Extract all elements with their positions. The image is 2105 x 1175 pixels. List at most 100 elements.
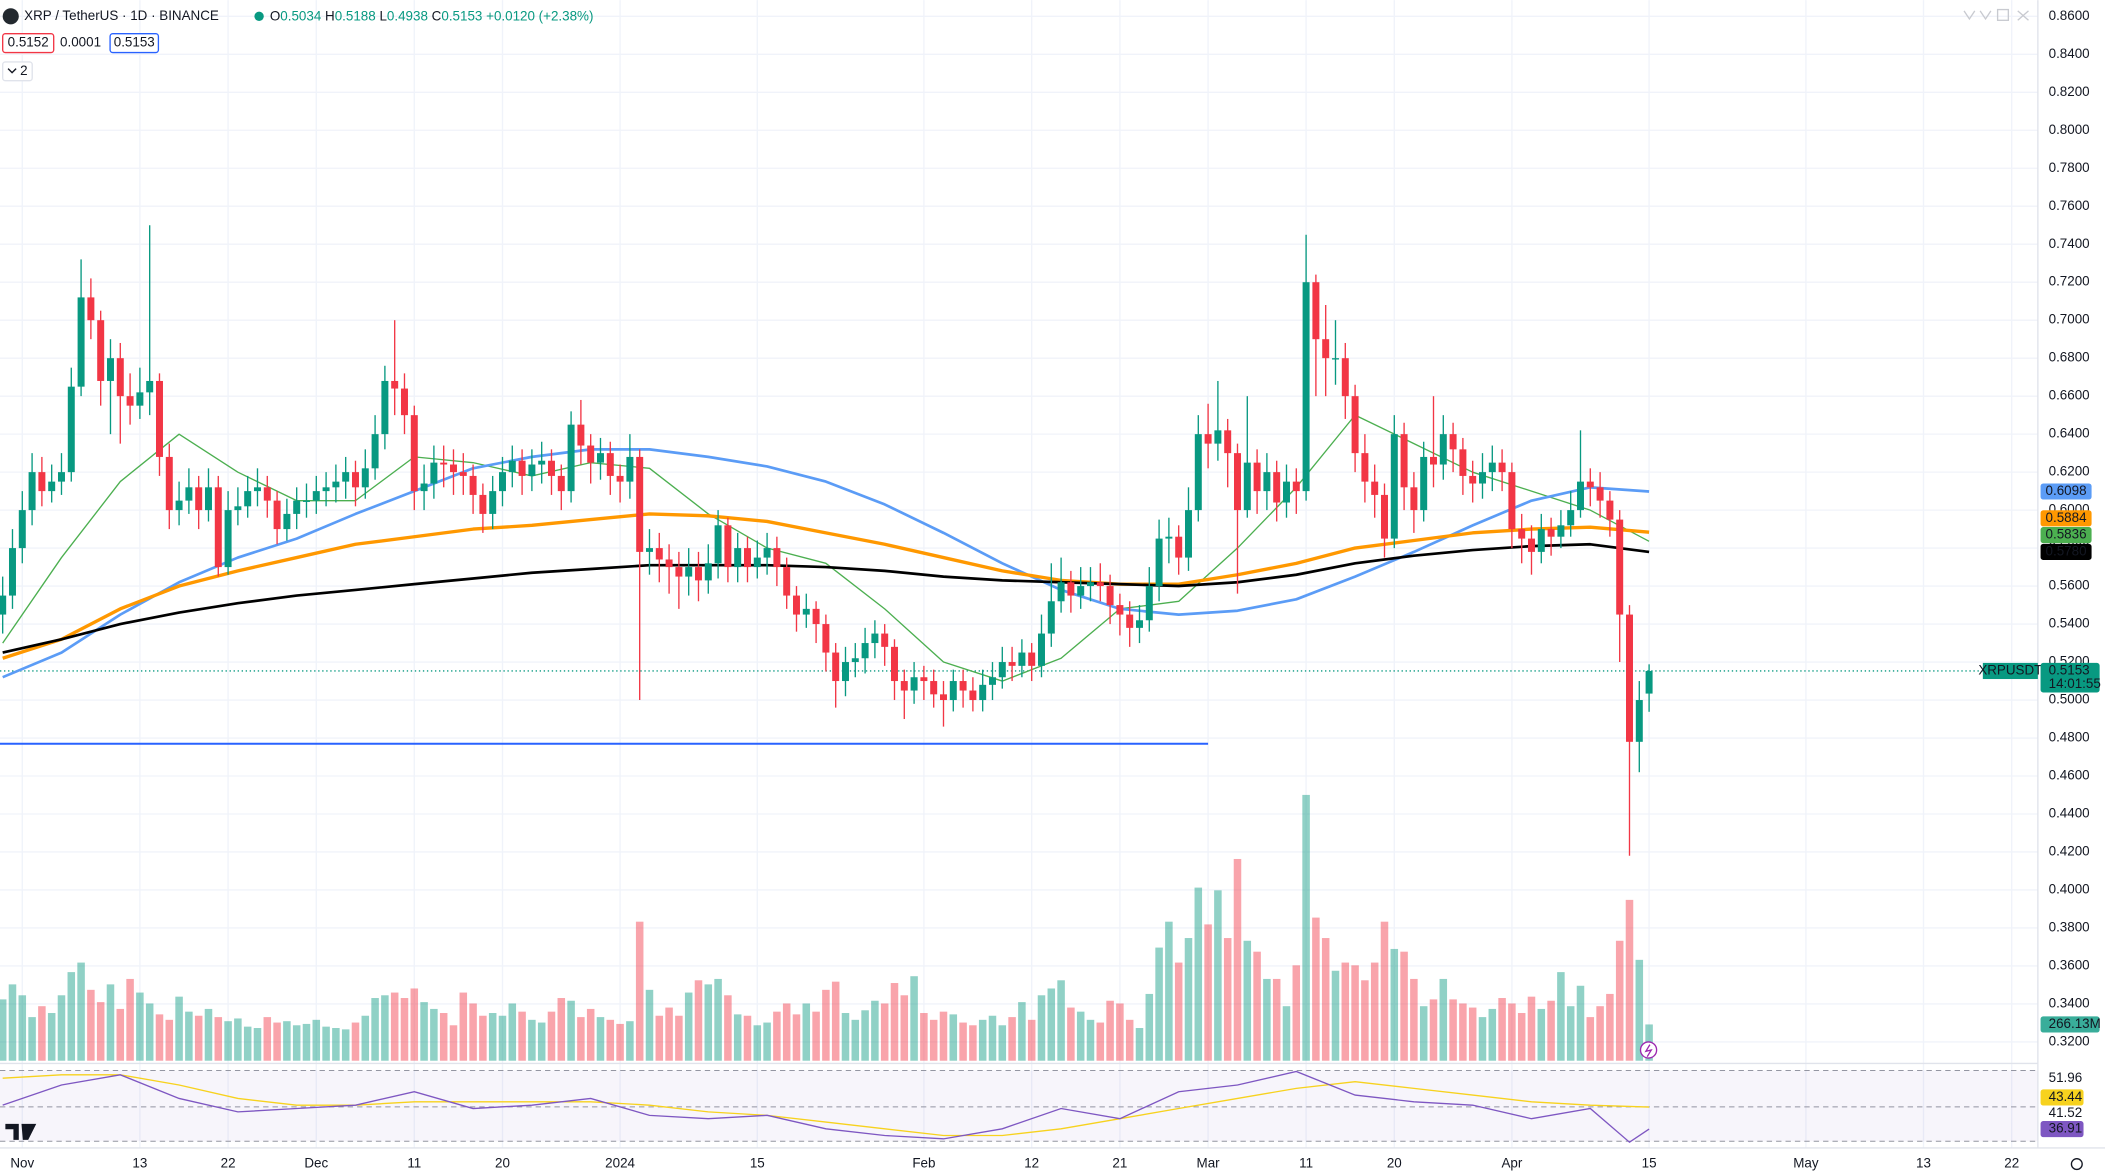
candle-body <box>704 563 712 581</box>
rsi-tag <box>2040 1121 2084 1138</box>
volume-bar <box>77 962 85 1061</box>
candle-body <box>18 510 26 549</box>
volume-bar <box>1292 965 1301 1061</box>
ohlc: O0.5034 H0.5188 L0.4938 C0.5153 +0.0120 … <box>270 8 594 23</box>
moving-average <box>2 542 1650 654</box>
candle-body <box>1459 449 1467 476</box>
candle-body <box>577 424 585 446</box>
volume-bar <box>1272 978 1281 1061</box>
volume-bar <box>1018 1002 1026 1061</box>
ma-tag <box>2040 527 2092 544</box>
tv-logo <box>5 1123 37 1140</box>
volume-bar <box>243 1026 252 1061</box>
ask-box[interactable] <box>109 33 160 54</box>
icon[interactable] <box>1996 8 2010 21</box>
volume-bar <box>1380 921 1389 1061</box>
candle-body <box>1087 582 1094 587</box>
ma-tag-label: 0.5836 <box>2046 527 2087 542</box>
candle-body <box>979 684 987 701</box>
volume-bar <box>606 1019 615 1061</box>
volume-bar <box>822 989 830 1061</box>
candle-body <box>665 559 673 568</box>
candle-body <box>1547 529 1555 537</box>
candle-body <box>900 681 908 691</box>
candle-body <box>312 491 320 501</box>
y-tick-label: 0.8200 <box>2049 84 2090 99</box>
candle-body <box>930 681 938 695</box>
volume-bar <box>312 1019 321 1061</box>
volume-bar <box>1351 965 1359 1061</box>
candle-body <box>881 633 889 647</box>
volume-bar <box>420 1002 428 1061</box>
volume-bar <box>1263 978 1271 1061</box>
candle-body <box>851 658 859 663</box>
volume-bar <box>28 1017 36 1061</box>
rsi-scale-label: 51.96 <box>2049 1070 2083 1085</box>
volume-bar <box>1253 951 1261 1061</box>
icon[interactable] <box>1979 10 1992 21</box>
candle-body <box>508 460 516 473</box>
volume-bar <box>1214 890 1222 1061</box>
candle-body <box>773 548 781 568</box>
volume-bar <box>459 992 468 1061</box>
candle-body <box>694 567 702 581</box>
rsi-band-fill <box>0 1070 2038 1142</box>
volume-bar <box>371 998 379 1061</box>
y-tick-label: 0.6600 <box>2049 388 2090 403</box>
candle-body <box>910 677 918 691</box>
volume-bar <box>1576 985 1585 1061</box>
volume-bar <box>1174 962 1183 1061</box>
candle-body <box>1518 529 1526 539</box>
ma-tag <box>2040 510 2092 527</box>
candle-body <box>38 472 46 492</box>
x-tick-label: 11 <box>1299 1156 1313 1171</box>
volume-bar <box>155 1014 164 1061</box>
candle-body <box>891 646 898 682</box>
candle-body <box>214 487 222 568</box>
rsi-ma-tag-label: 43.44 <box>2049 1089 2083 1104</box>
indicator-toggle[interactable] <box>2 61 33 82</box>
x-tick-label: 22 <box>221 1156 236 1171</box>
candle-body <box>381 380 389 435</box>
candle-body <box>1155 538 1163 587</box>
volume-bar <box>763 1022 771 1061</box>
candle-body <box>675 567 683 577</box>
volume-bar <box>1204 924 1212 1061</box>
bid-box[interactable] <box>2 33 55 54</box>
candle-body <box>8 548 16 596</box>
volume-bar <box>390 992 399 1061</box>
candle-body <box>940 694 947 701</box>
candle-body <box>165 456 173 511</box>
icon[interactable] <box>2017 10 2029 21</box>
candle-body <box>1126 614 1134 628</box>
settings-icon[interactable] <box>2070 1158 2083 1171</box>
candle-body <box>175 500 183 511</box>
volume-bar <box>1537 1008 1546 1061</box>
volume-bar <box>812 1011 820 1061</box>
candle-body <box>792 595 800 615</box>
candle-body <box>489 491 497 514</box>
candle-body <box>596 453 604 463</box>
candle-body <box>371 434 379 469</box>
volume-bar <box>949 1014 958 1061</box>
icon[interactable] <box>1963 10 1976 21</box>
volume-bar <box>1527 996 1536 1061</box>
volume-bar <box>1116 1003 1124 1061</box>
candle-body <box>1312 282 1320 340</box>
volume-bar <box>1459 1003 1467 1061</box>
candle-body <box>263 487 271 501</box>
volume-bar <box>87 989 95 1061</box>
y-tick-label: 0.5600 <box>2049 578 2090 593</box>
candle-body <box>1292 481 1300 492</box>
candle-body <box>1175 536 1183 558</box>
candle-body <box>763 548 771 558</box>
candle-body <box>322 487 330 492</box>
volume-bar <box>1047 988 1056 1061</box>
volume-bar <box>665 1007 673 1061</box>
volume-bar <box>1439 978 1448 1061</box>
candle-body <box>1214 430 1222 444</box>
y-tick-label: 0.8600 <box>2049 8 2090 23</box>
candle-body <box>1018 652 1026 666</box>
volume-bar <box>1566 1006 1575 1061</box>
candle-body <box>969 690 977 701</box>
